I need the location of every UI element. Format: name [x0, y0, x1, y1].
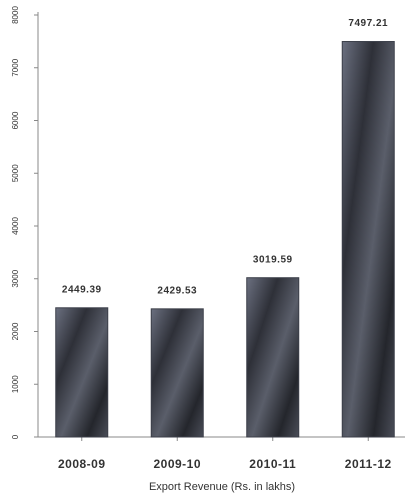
x-tick-label: 2008-09: [58, 457, 106, 471]
value-label: 2429.53: [157, 285, 197, 296]
value-label: 7497.21: [348, 18, 388, 29]
value-label: 2449.39: [62, 284, 102, 295]
y-tick-label: 1000: [11, 375, 20, 393]
x-tick-label: 2009-10: [153, 457, 201, 471]
y-tick-label: 2000: [11, 322, 20, 340]
y-tick-label: 4000: [11, 217, 20, 235]
x-tick-label: 2011-12: [345, 457, 392, 471]
x-axis-title: Export Revenue (Rs. in lakhs): [149, 481, 295, 493]
bar: [150, 308, 204, 438]
bar: [341, 41, 395, 438]
bar: [246, 277, 300, 438]
x-tick-label: 2010-11: [249, 457, 296, 471]
y-tick-label: 0: [11, 434, 20, 439]
value-label: 3019.59: [253, 254, 293, 265]
y-tick-label: 6000: [11, 111, 20, 129]
y-tick-label: 5000: [11, 164, 20, 182]
y-tick-label: 8000: [11, 6, 20, 24]
bar: [55, 307, 109, 438]
y-tick-label: 7000: [11, 58, 20, 76]
y-tick-label: 3000: [11, 269, 20, 287]
